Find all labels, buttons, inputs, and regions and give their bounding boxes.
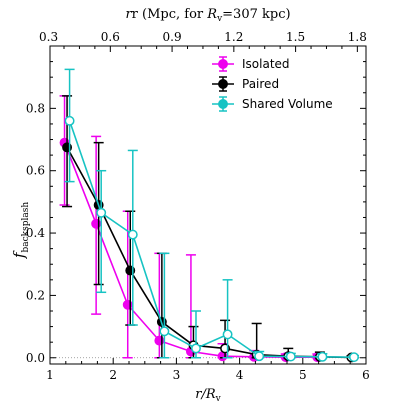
x-tick-label: 3 xyxy=(173,368,181,382)
top-tick-label: 1.8 xyxy=(348,30,367,44)
legend-marker xyxy=(218,99,228,109)
legend-marker xyxy=(218,79,228,89)
data-point xyxy=(96,207,107,218)
error-bar xyxy=(96,169,107,294)
series-line xyxy=(66,146,352,359)
top-tick-label: 0.3 xyxy=(39,30,58,44)
top-axis-title-R: R xyxy=(206,7,217,22)
y-tick-label: 0.2 xyxy=(26,288,45,302)
y-axis-title: fbacksplash xyxy=(10,202,31,259)
legend-label: Shared Volume xyxy=(242,97,333,111)
y-tick-label: 0.4 xyxy=(26,226,45,240)
series-paired xyxy=(62,95,357,363)
x-tick-label: 2 xyxy=(109,368,117,382)
top-tick-label: 1.2 xyxy=(224,30,243,44)
legend-label: Isolated xyxy=(242,57,290,71)
data-point xyxy=(64,115,75,126)
legend-entry-isolated: Isolated xyxy=(212,56,290,72)
top-tick-label: 0.6 xyxy=(101,30,120,44)
top-tick-label: 0.9 xyxy=(163,30,182,44)
legend-entry-paired: Paired xyxy=(212,76,279,92)
series-shared-volume xyxy=(64,68,359,363)
x-tick-label: 5 xyxy=(299,368,307,382)
data-point xyxy=(285,351,296,362)
legend-label: Paired xyxy=(242,77,279,91)
series-line xyxy=(68,120,354,358)
error-bar xyxy=(222,279,233,359)
legend: Isolated Paired Shared Volume xyxy=(212,56,333,112)
x-axis-title-sub: v xyxy=(215,394,222,404)
y-tick-label: 0.6 xyxy=(26,164,45,178)
top-axis-title-r: r xyxy=(125,7,132,22)
top-tick-label: 1.5 xyxy=(286,30,305,44)
x-axis-title: r/Rv xyxy=(195,387,221,404)
data-point xyxy=(254,351,265,362)
data-point xyxy=(222,329,233,340)
legend-marker xyxy=(218,59,228,69)
legend-entry-shared-volume: Shared Volume xyxy=(212,96,333,112)
y-tick-label: 0.0 xyxy=(26,351,45,365)
top-axis-title-suffix: =307 kpc) xyxy=(222,7,290,22)
series-group xyxy=(59,68,359,363)
y-axis-title-main: f xyxy=(10,250,28,259)
data-point xyxy=(127,229,138,240)
top-axis-title: rr (Mpc, for Rv=307 kpc) xyxy=(125,7,290,24)
error-bar xyxy=(159,252,170,359)
top-axis-title-prefix: r (Mpc, for xyxy=(132,7,208,22)
x-axis-title-main: r/R xyxy=(195,387,216,402)
data-point xyxy=(159,326,170,337)
top-axis-title-sub: v xyxy=(216,14,223,24)
y-axis-title-sub: backsplash xyxy=(21,202,31,253)
data-point xyxy=(349,352,359,363)
x-tick-label: 1 xyxy=(46,368,54,382)
y-tick-label: 0.8 xyxy=(26,101,45,115)
data-point xyxy=(317,351,328,362)
x-tick-label: 4 xyxy=(236,368,244,382)
ticks-group: 1 2 3 4 5 6 0.0 0.2 0.4 0.6 0.8 0.3 0.6 0.9 1.2 1.5 1.8 xyxy=(26,30,370,382)
data-point xyxy=(191,343,201,354)
x-tick-label: 6 xyxy=(362,368,370,382)
